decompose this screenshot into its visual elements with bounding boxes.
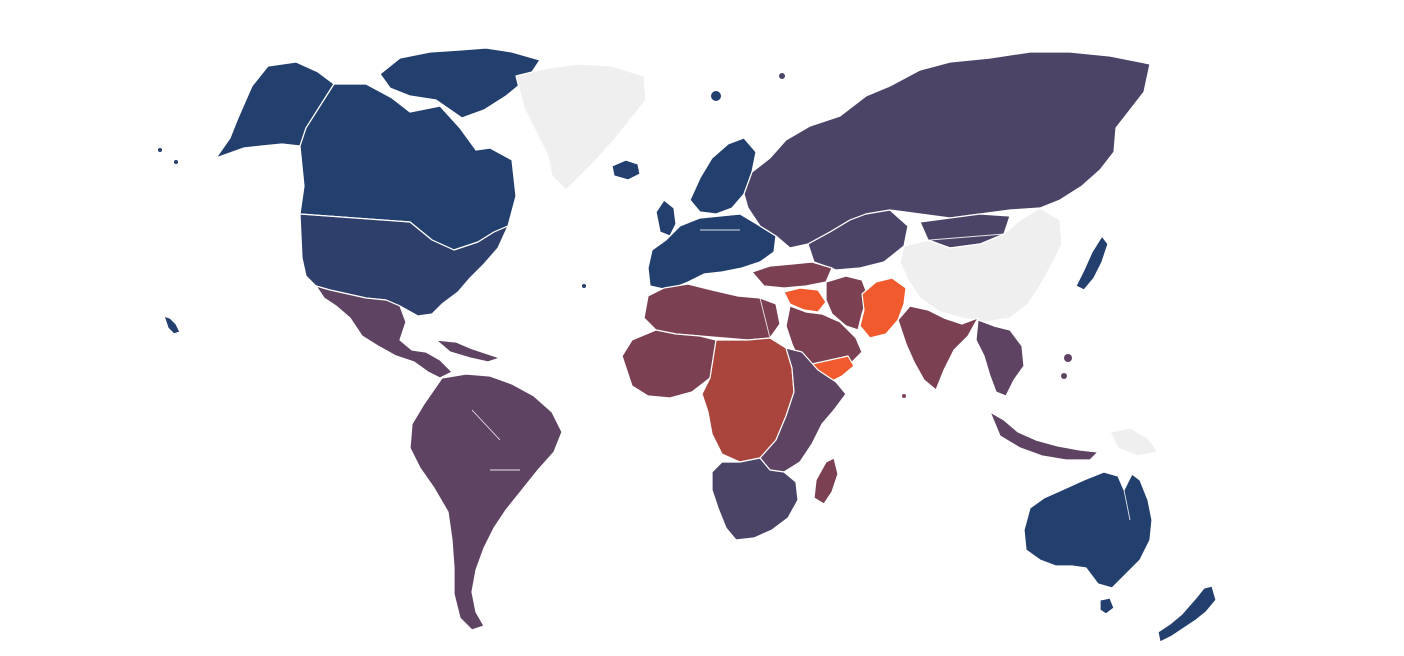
region-iceland[interactable] [611,159,641,181]
region-turkey-caucasus[interactable] [751,261,833,289]
region-indonesia[interactable] [989,411,1099,461]
border-lines [299,213,1131,521]
region-southeast-asia[interactable] [975,319,1025,397]
region-east-africa[interactable] [759,347,847,473]
region-south-america[interactable] [409,373,563,631]
region-china[interactable] [899,207,1063,323]
region-india[interactable] [897,305,979,391]
region-tasmania[interactable] [1099,597,1115,615]
region-scandinavia[interactable] [689,137,757,215]
region-greenland[interactable] [515,63,647,191]
region-australia[interactable] [1023,471,1153,589]
region-caribbean[interactable] [435,339,501,363]
region-new-zealand[interactable] [1157,585,1217,643]
region-madagascar[interactable] [813,457,839,505]
region-papua[interactable] [1109,427,1159,457]
region-uk-ireland[interactable] [655,199,677,237]
region-korea-japan[interactable] [1075,235,1109,291]
region-europe[interactable] [647,213,777,291]
region-mexico-central-america[interactable] [315,285,453,379]
region-iran[interactable] [825,275,869,331]
region-syria-iraq[interactable] [783,287,827,313]
region-hawaii[interactable] [163,315,181,335]
small-islands [158,73,1072,398]
